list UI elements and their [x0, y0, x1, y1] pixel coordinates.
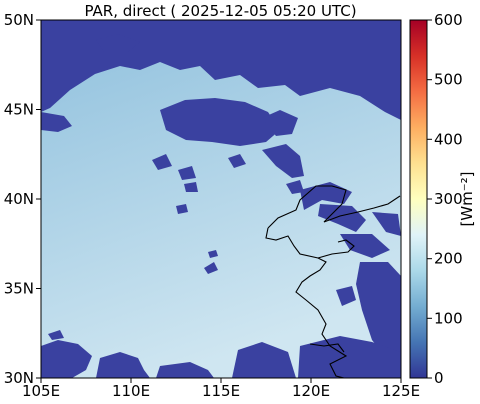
lon-tick-label: 125E: [382, 382, 420, 400]
colorbar-tick-label: 200: [434, 250, 463, 268]
lat-tick-label: 45N: [4, 101, 34, 119]
cloud-layer: [41, 20, 401, 378]
lat-tick-label: 35N: [4, 280, 34, 298]
coastline: [265, 185, 401, 378]
colorbar-tick-label: 100: [434, 309, 463, 327]
colorbar-label: [Wm⁻²]: [458, 171, 476, 226]
colorbar-axis: 0 100 200 300 400 500 600 [Wm⁻²]: [427, 11, 476, 387]
colorbar: [409, 19, 428, 379]
cloud-mask-north: [41, 20, 401, 146]
colorbar-tick-label: 500: [434, 71, 463, 89]
colorbar-tick-label: 300: [434, 190, 463, 208]
lon-tick-label: 115E: [202, 382, 240, 400]
cloud-specks-central: [152, 144, 304, 274]
lat-tick-label: 40N: [4, 190, 34, 208]
colorbar-tick-label: 400: [434, 130, 463, 148]
lon-tick-label: 120E: [292, 382, 330, 400]
lat-tick-label: 30N: [4, 369, 34, 387]
cloud-bands-east: [300, 182, 401, 370]
lat-axis: 30N 35N 40N 45N 50N: [4, 11, 41, 387]
lon-tick-label: 110E: [112, 382, 150, 400]
colorbar-tick-label: 600: [434, 11, 463, 29]
colorbar-tick-label: 0: [434, 369, 444, 387]
map-title: PAR, direct ( 2025-12-05 05:20 UTC): [84, 2, 357, 20]
lon-axis: 105E 110E 115E 120E 125E: [22, 378, 420, 400]
lat-tick-label: 50N: [4, 11, 34, 29]
lon-tick-label: 105E: [22, 382, 60, 400]
